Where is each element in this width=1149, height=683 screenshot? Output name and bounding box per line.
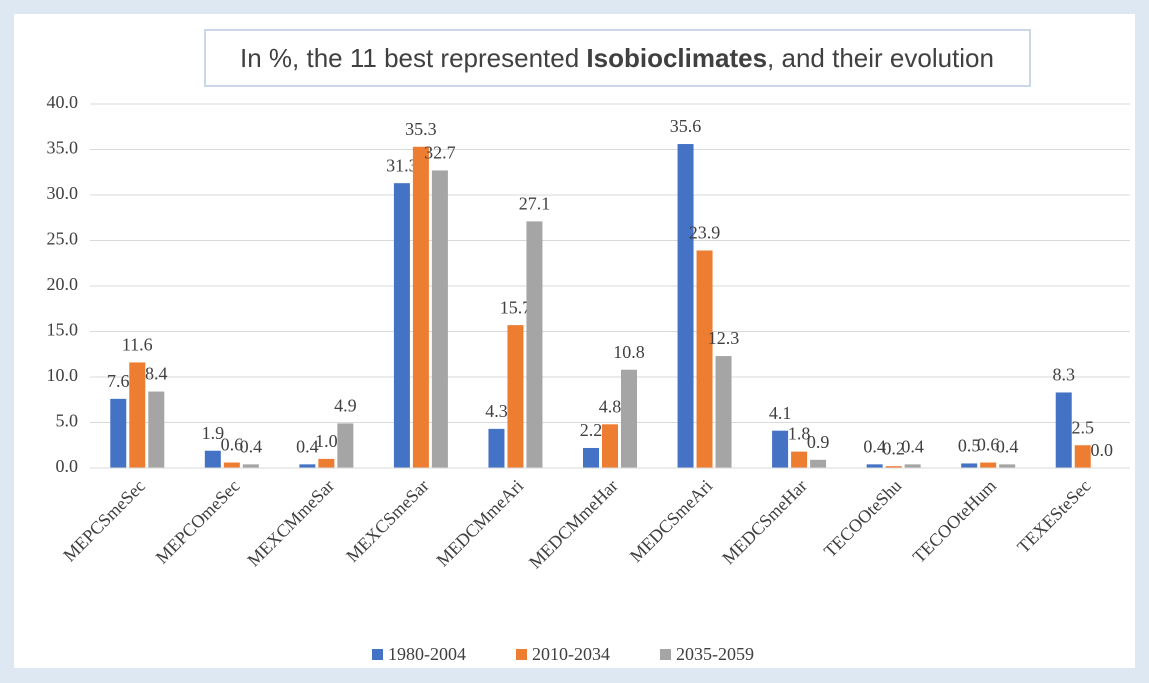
- y-tick-label: 35.0: [47, 138, 79, 158]
- bar: [129, 362, 146, 468]
- data-label: 8.3: [1052, 365, 1075, 385]
- data-label: 0.9: [807, 432, 830, 452]
- data-label: 31.3: [386, 155, 418, 175]
- bar: [583, 447, 599, 468]
- data-label: 0.4: [240, 436, 263, 456]
- data-label: 11.6: [122, 335, 153, 355]
- y-tick-label: 5.0: [56, 411, 79, 431]
- bar: [1055, 392, 1072, 468]
- bar: [488, 428, 505, 468]
- title-part: In %, the 11 best represented: [240, 43, 586, 73]
- data-label: 0.0: [1090, 440, 1113, 460]
- bar: [904, 464, 921, 468]
- bar: [866, 464, 883, 468]
- data-label: 4.8: [599, 396, 622, 416]
- data-label: 2.5: [1071, 417, 1094, 437]
- bar: [791, 451, 808, 468]
- data-label: 35.3: [405, 119, 437, 139]
- data-label: 0.4: [901, 436, 924, 456]
- bar: [602, 424, 618, 468]
- data-label: 0.5: [958, 436, 981, 456]
- bar: [980, 462, 997, 468]
- bar: [242, 464, 259, 468]
- y-tick-label: 15.0: [47, 320, 79, 340]
- data-label: 10.8: [613, 342, 645, 362]
- bar: [961, 463, 978, 468]
- data-label: 15.7: [500, 297, 532, 317]
- bar: [696, 250, 713, 468]
- data-label: 0.2: [882, 438, 905, 458]
- bar: [677, 144, 694, 469]
- legend: 1980-2004 2010-2034 2035-2059: [372, 644, 754, 664]
- bar: [772, 430, 789, 468]
- data-label: 27.1: [519, 194, 551, 214]
- title-part: , and their evolution: [767, 43, 994, 73]
- bar: [148, 391, 165, 468]
- bar: [507, 325, 524, 468]
- legend-label: 2010-2034: [532, 644, 610, 664]
- bar: [715, 356, 732, 468]
- title-part: Isobioclimates: [586, 43, 767, 73]
- legend-label: 2035-2059: [676, 644, 754, 664]
- bar: [1074, 445, 1091, 468]
- bar: [526, 221, 543, 468]
- chart-area: [14, 14, 1135, 668]
- legend-swatch: [516, 649, 527, 660]
- bar: [885, 466, 902, 468]
- legend-swatch: [372, 649, 383, 660]
- data-label: 12.3: [708, 328, 740, 348]
- data-label: 7.6: [107, 371, 130, 391]
- data-label: 8.4: [145, 364, 168, 384]
- data-label: 1.8: [788, 424, 811, 444]
- bar: [204, 450, 221, 468]
- bar: [110, 398, 127, 468]
- chart-title: In %, the 11 best represented Isobioclim…: [240, 43, 994, 73]
- title-box: [204, 29, 1031, 87]
- data-label: 4.3: [485, 401, 508, 421]
- bar: [299, 464, 316, 468]
- data-label: 23.9: [689, 223, 721, 243]
- data-label: 1.0: [315, 431, 338, 451]
- y-tick-label: 10.0: [47, 365, 79, 385]
- data-label: 35.6: [670, 116, 702, 136]
- legend-label: 1980-2004: [388, 644, 466, 664]
- data-label: 0.6: [221, 435, 244, 455]
- y-tick-label: 20.0: [47, 274, 79, 294]
- y-tick-label: 30.0: [47, 183, 79, 203]
- bar: [223, 462, 240, 468]
- legend-swatch: [660, 649, 671, 660]
- data-label: 0.4: [996, 436, 1019, 456]
- data-label: 0.4: [296, 436, 319, 456]
- bar: [393, 183, 410, 469]
- bar: [621, 369, 637, 468]
- y-tick-label: 25.0: [47, 229, 79, 249]
- y-tick-label: 40.0: [47, 92, 79, 112]
- data-label: 32.7: [424, 143, 456, 163]
- bar: [431, 170, 448, 468]
- data-label: 0.4: [863, 436, 886, 456]
- data-label: 2.2: [580, 420, 603, 440]
- bar: [412, 146, 429, 468]
- y-tick-label: 0.0: [56, 456, 79, 476]
- data-label: 4.1: [769, 403, 792, 423]
- bar: [337, 423, 354, 468]
- data-label: 0.6: [977, 435, 1000, 455]
- bar: [810, 459, 827, 468]
- data-label: 4.9: [334, 396, 357, 416]
- bar: [318, 458, 335, 468]
- bar: [999, 464, 1016, 468]
- data-label: 1.9: [202, 423, 225, 443]
